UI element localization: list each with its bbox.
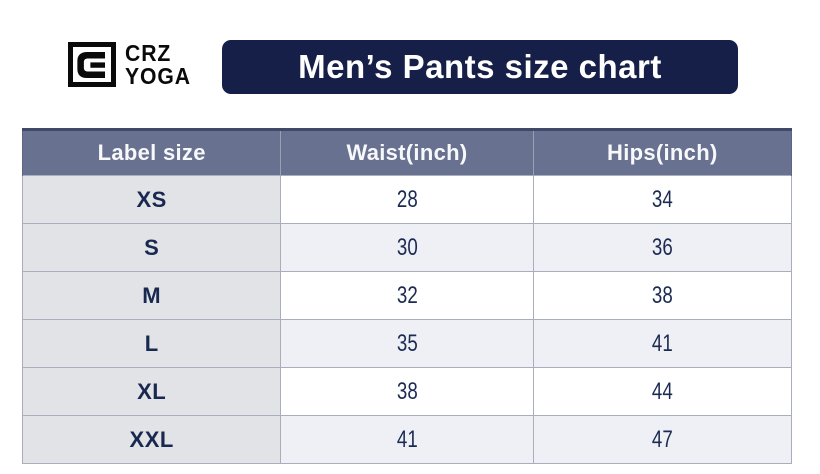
table-row: XL 38 44 xyxy=(21,367,793,416)
hips-value-cell: 44 xyxy=(532,367,793,416)
title-banner: Men’s Pants size chart xyxy=(222,40,738,94)
size-label: S xyxy=(144,234,160,260)
waist-value: 38 xyxy=(396,377,418,405)
header-row: Label size Waist(inch) Hips(inch) xyxy=(21,128,793,176)
size-label-cell: XXL xyxy=(21,415,282,464)
brand-name-line1: CRZ xyxy=(125,40,172,66)
table-row: XS 28 34 xyxy=(21,175,793,224)
column-header-label-size: Label size xyxy=(21,128,282,176)
hips-value-cell: 47 xyxy=(532,415,793,464)
size-label-cell: XL xyxy=(21,367,282,416)
column-header-waist: Waist(inch) xyxy=(280,128,534,176)
brand-logo: CRZ YOGA xyxy=(68,40,197,89)
size-label: L xyxy=(144,330,159,356)
hips-value-cell: 36 xyxy=(532,223,793,272)
hips-value: 41 xyxy=(651,329,673,357)
hips-value: 36 xyxy=(651,233,673,261)
waist-value-cell: 41 xyxy=(280,415,534,464)
hips-value: 34 xyxy=(651,185,673,213)
waist-value: 28 xyxy=(396,185,418,213)
size-label-cell: XS xyxy=(21,175,282,224)
brand-name-line2: YOGA xyxy=(125,63,191,89)
size-table-header: Label size Waist(inch) Hips(inch) xyxy=(21,128,793,176)
table-row: XXL 41 47 xyxy=(21,415,793,464)
waist-value-cell: 35 xyxy=(280,319,534,368)
page-title: Men’s Pants size chart xyxy=(298,48,662,85)
waist-value: 32 xyxy=(396,281,418,309)
size-label-cell: M xyxy=(21,271,282,320)
hips-value: 47 xyxy=(651,425,673,453)
size-table: Label size Waist(inch) Hips(inch) XS 28 34… xyxy=(21,128,793,464)
waist-value-cell: 38 xyxy=(280,367,534,416)
waist-value: 30 xyxy=(396,233,418,261)
brand-logo-box xyxy=(68,42,116,87)
hips-value: 44 xyxy=(651,377,673,405)
table-row: M 32 38 xyxy=(21,271,793,320)
hips-value-cell: 38 xyxy=(532,271,793,320)
hips-value-cell: 34 xyxy=(532,175,793,224)
size-label: XXL xyxy=(129,426,174,452)
waist-value: 35 xyxy=(396,329,418,357)
waist-value: 41 xyxy=(396,425,418,453)
hips-value: 38 xyxy=(651,281,673,309)
size-table-body: XS 28 34 S 30 36 M 32 38 L 35 41 XL 38 44 XXL 41 47 xyxy=(21,175,793,464)
column-header-hips: Hips(inch) xyxy=(532,128,793,176)
table-row: S 30 36 xyxy=(21,223,793,272)
waist-value-cell: 32 xyxy=(280,271,534,320)
table-row: L 35 41 xyxy=(21,319,793,368)
size-label: M xyxy=(142,282,162,308)
size-label: XL xyxy=(137,378,167,404)
waist-value-cell: 30 xyxy=(280,223,534,272)
hips-value-cell: 41 xyxy=(532,319,793,368)
c-monogram-icon xyxy=(77,51,105,78)
size-label-cell: S xyxy=(21,223,282,272)
size-label: XS xyxy=(136,186,167,212)
brand-name: CRZ YOGA xyxy=(125,40,197,89)
waist-value-cell: 28 xyxy=(280,175,534,224)
size-label-cell: L xyxy=(21,319,282,368)
